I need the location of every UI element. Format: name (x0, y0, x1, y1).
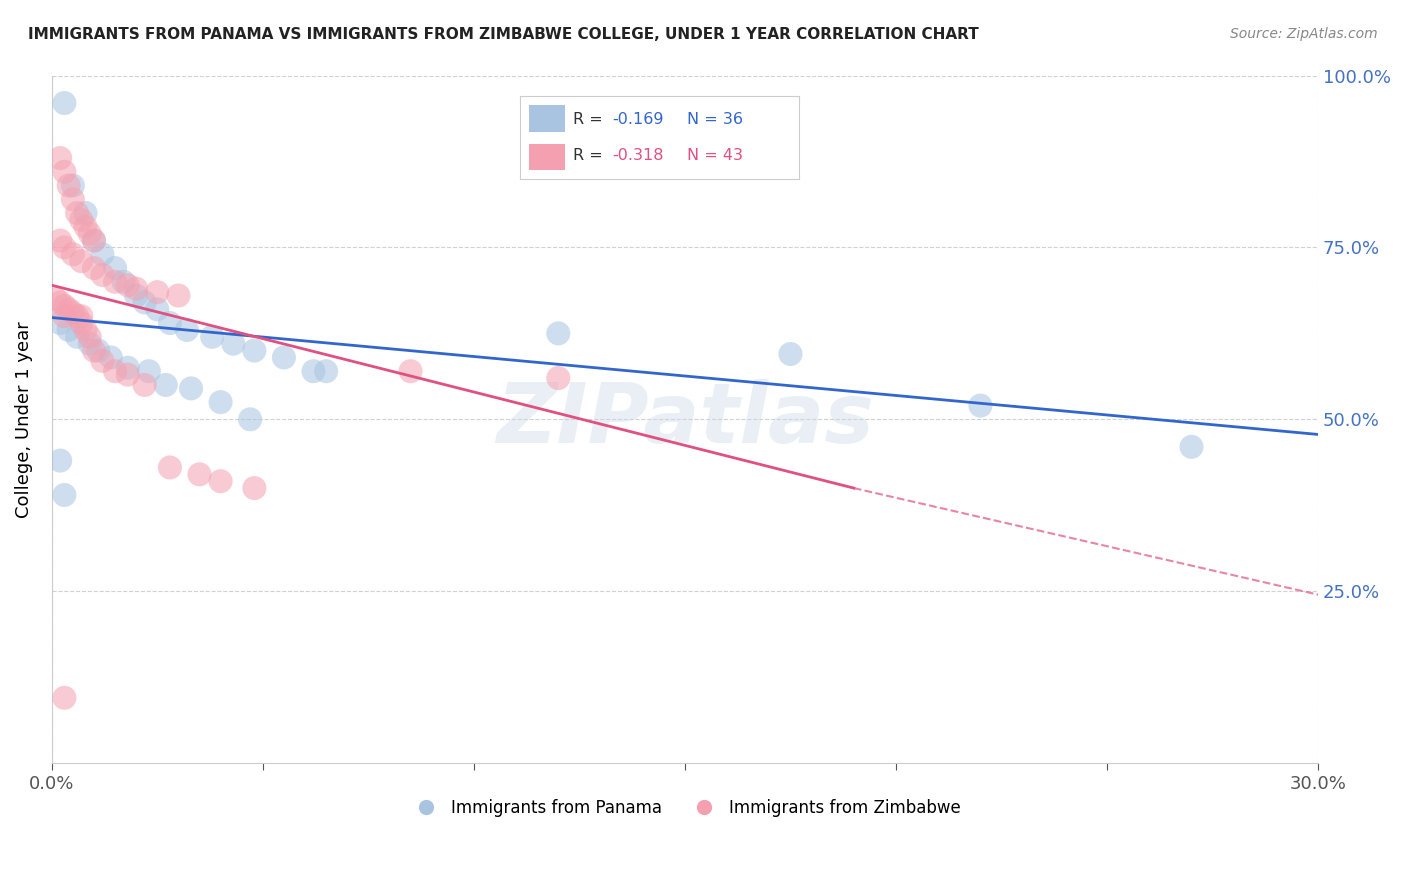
Point (188, 467, 211, 482)
Point (125, 282, 148, 296)
Point (112, 275, 135, 289)
Point (70, 213, 93, 227)
Point (53, 95, 76, 110)
Point (70, 254, 93, 268)
Point (243, 343, 266, 358)
Point (138, 364, 160, 378)
Point (969, 399, 991, 413)
Point (66, 309, 89, 323)
Point (91, 268, 114, 282)
Point (399, 364, 422, 378)
Point (547, 326, 569, 341)
Point (83, 343, 105, 358)
Point (104, 275, 127, 289)
Point (159, 460, 181, 475)
Point (134, 295, 156, 310)
Point (117, 368, 139, 382)
Point (87, 343, 110, 358)
Point (100, 351, 122, 365)
Point (239, 412, 262, 426)
Point (53, 309, 76, 323)
Point (62, 192, 84, 206)
Point (180, 381, 202, 395)
Point (155, 378, 177, 392)
Point (49, 234, 72, 248)
Point (91, 247, 114, 261)
Point (62, 247, 84, 261)
Point (159, 316, 181, 330)
Point (49, 453, 72, 467)
Point (146, 285, 169, 299)
Text: Source: ZipAtlas.com: Source: ZipAtlas.com (1230, 27, 1378, 41)
Point (83, 234, 105, 248)
Point (53, 690, 76, 705)
Point (117, 360, 139, 375)
Point (62, 306, 84, 320)
Point (209, 474, 232, 488)
Point (201, 330, 224, 344)
Point (1180, 440, 1202, 454)
Point (117, 278, 139, 293)
Point (53, 240, 76, 254)
Point (70, 309, 93, 323)
Point (75, 219, 97, 234)
Y-axis label: College, Under 1 year: College, Under 1 year (15, 321, 32, 517)
Text: IMMIGRANTS FROM PANAMA VS IMMIGRANTS FROM ZIMBABWE COLLEGE, UNDER 1 YEAR CORRELA: IMMIGRANTS FROM PANAMA VS IMMIGRANTS FRO… (28, 27, 979, 42)
Point (302, 364, 325, 378)
Point (49, 295, 72, 310)
Point (75, 323, 97, 337)
Point (66, 206, 89, 220)
Point (58, 323, 80, 337)
Point (83, 234, 105, 248)
Point (49, 316, 72, 330)
Point (62, 178, 84, 193)
Text: ZIPatlas: ZIPatlas (496, 379, 875, 459)
Point (125, 288, 148, 302)
Point (79, 330, 101, 344)
Point (83, 261, 105, 276)
Point (146, 302, 169, 317)
Point (70, 316, 93, 330)
Point (779, 347, 801, 361)
Point (49, 151, 72, 165)
Point (66, 330, 89, 344)
Point (547, 371, 569, 385)
Point (176, 323, 198, 337)
Point (79, 336, 101, 351)
Point (53, 299, 76, 313)
Point (58, 178, 80, 193)
Point (75, 206, 97, 220)
Point (58, 302, 80, 317)
Point (53, 165, 76, 179)
Legend: Immigrants from Panama, Immigrants from Zimbabwe: Immigrants from Panama, Immigrants from … (402, 792, 967, 823)
Point (104, 364, 127, 378)
Point (209, 395, 232, 409)
Point (167, 288, 190, 302)
Point (91, 354, 114, 368)
Point (104, 261, 127, 276)
Point (315, 364, 337, 378)
Point (273, 351, 295, 365)
Point (243, 481, 266, 495)
Point (79, 227, 101, 241)
Point (45, 292, 67, 306)
Point (134, 378, 156, 392)
Point (53, 488, 76, 502)
Point (222, 336, 245, 351)
